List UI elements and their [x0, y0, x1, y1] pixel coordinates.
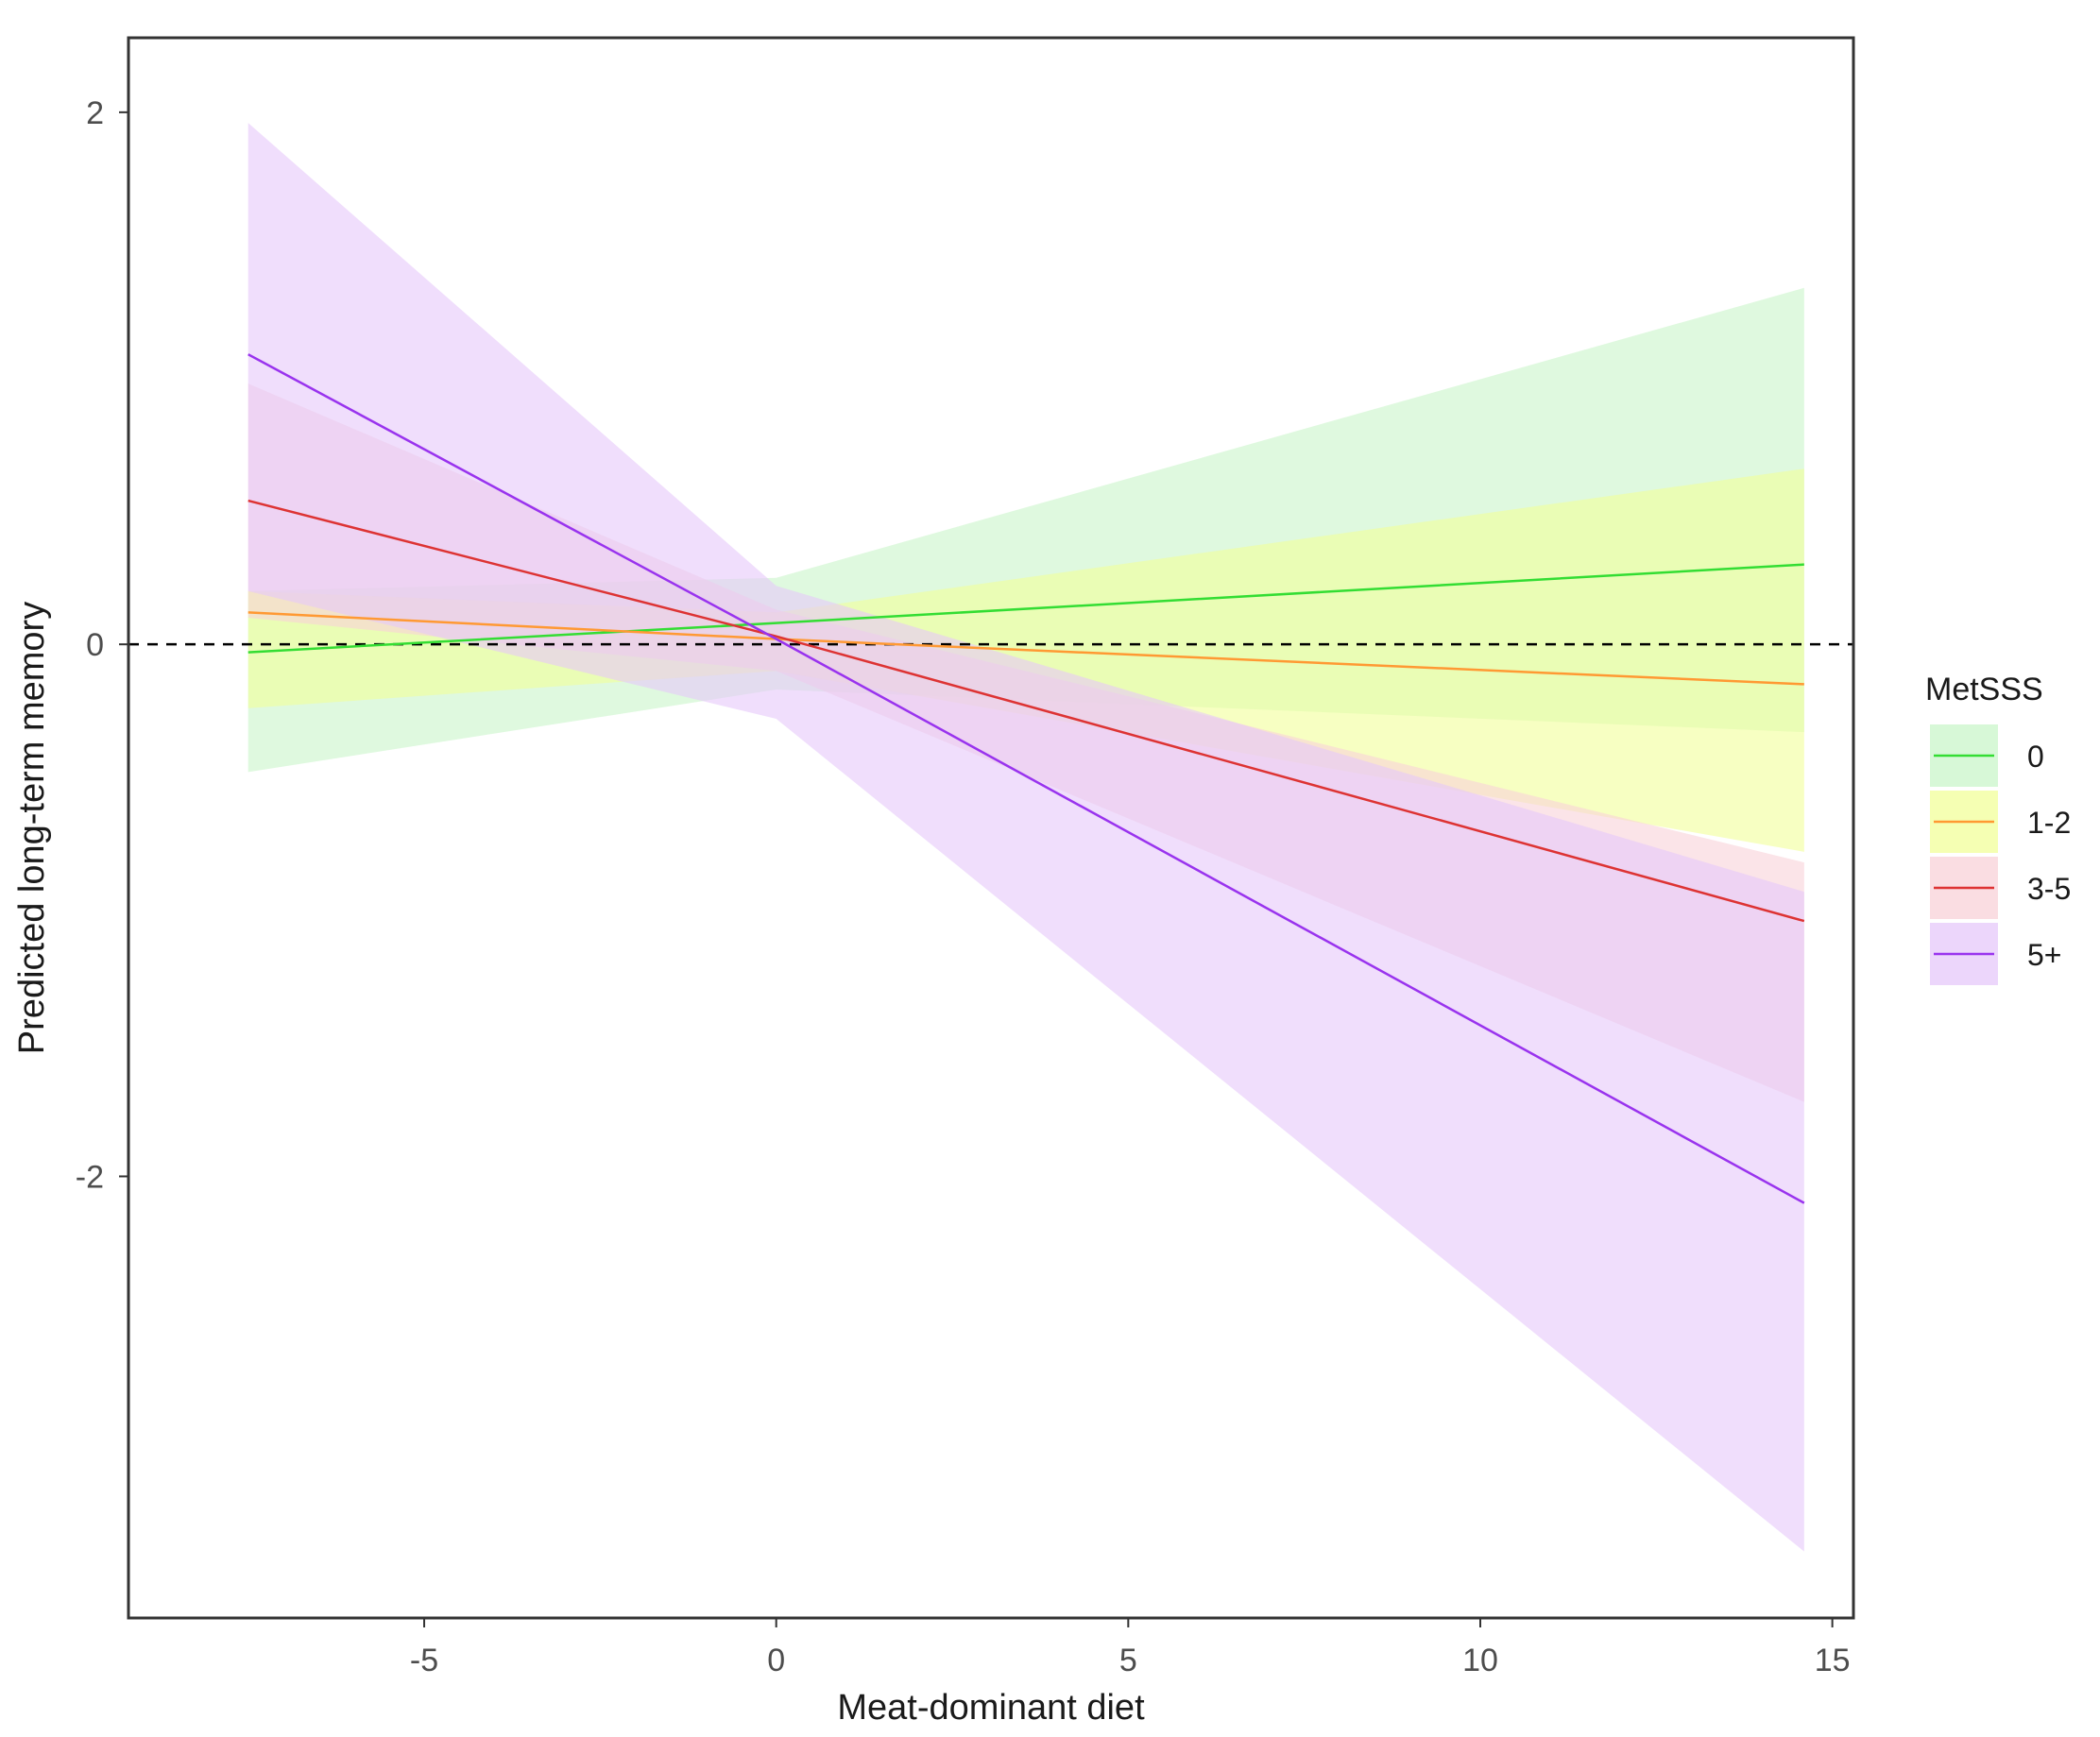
x-tick-label: 15 — [1815, 1643, 1851, 1678]
fit-lines — [248, 353, 1805, 1204]
plot-panel-border — [127, 36, 1855, 1620]
line-metsss-0 — [248, 563, 1804, 654]
x-tick-label: -5 — [410, 1643, 438, 1678]
y-axis-title: Predicted long-term memory — [12, 602, 52, 1054]
x-axis-title: Meat-dominant diet — [837, 1688, 1145, 1728]
legend: MetSSS 0 1-2 3-5 5+ — [1925, 672, 2071, 985]
legend-label-3-5: 3-5 — [2027, 872, 2071, 906]
band-metsss-5plus — [248, 123, 1804, 1552]
legend-label-5plus: 5+ — [2027, 938, 2061, 972]
x-tick-label: 10 — [1462, 1643, 1498, 1678]
legend-label-0: 0 — [2027, 740, 2044, 774]
x-axis-ticks: -5 0 5 10 15 — [410, 1618, 1851, 1678]
legend-title: MetSSS — [1925, 672, 2043, 707]
line-metsss-5plus — [248, 353, 1805, 1204]
x-tick-label: 0 — [767, 1643, 785, 1678]
line-metsss-3-5 — [248, 499, 1805, 923]
legend-label-1-2: 1-2 — [2027, 806, 2071, 840]
x-tick-label: 5 — [1119, 1643, 1137, 1678]
y-tick-label: 2 — [86, 95, 104, 131]
y-axis-ticks: 2 0 -2 — [76, 95, 128, 1195]
y-tick-label: 0 — [86, 627, 104, 663]
y-tick-label: -2 — [76, 1159, 104, 1195]
